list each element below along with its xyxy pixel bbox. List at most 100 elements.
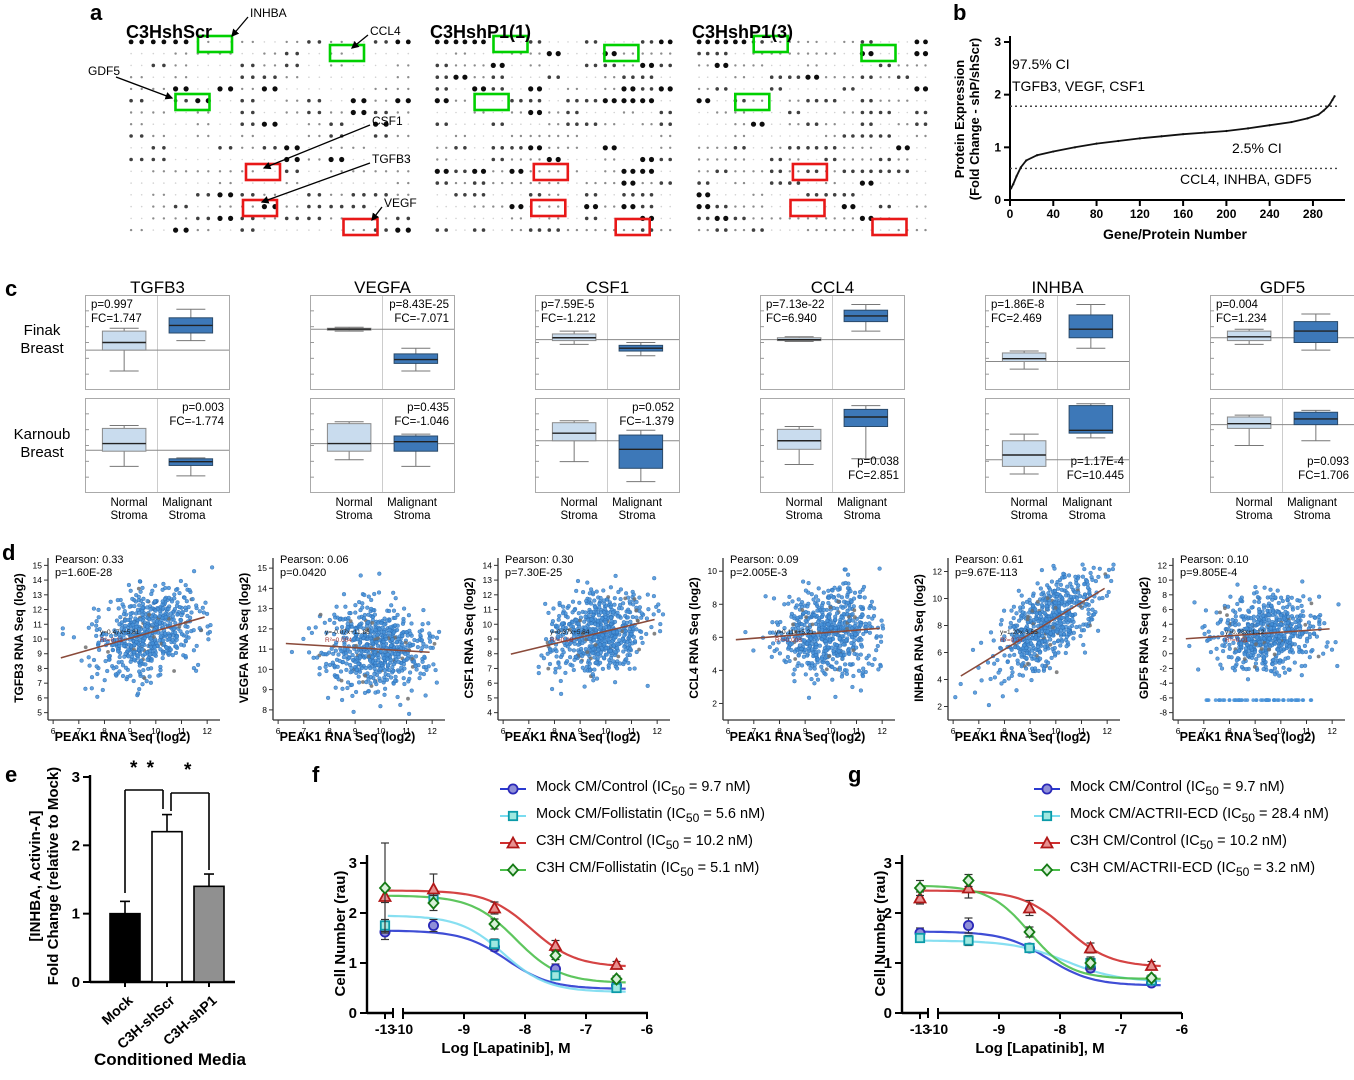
curve-c3h-cm-control — [387, 889, 626, 968]
curve-c3h-cm-actrii-ecd — [922, 884, 1161, 980]
svg-text:6: 6 — [487, 678, 492, 688]
x-category-label: Normal Stroma — [785, 497, 823, 522]
blot-annotation-label-inhba: INHBA — [250, 6, 287, 20]
boxplot-tgfb3-karnoub — [85, 398, 230, 493]
boxplot-tgfb3-finak — [85, 295, 230, 390]
blot-annotation-label-csf1: CSF1 — [372, 114, 403, 128]
svg-text:y=0.47x+5.81: y=0.47x+5.81 — [100, 629, 140, 636]
svg-text:10: 10 — [483, 619, 493, 629]
svg-text:120: 120 — [1130, 207, 1150, 221]
panel-e-y-axis-label: [INHBA, Activin-A] Fold Change (relative… — [27, 766, 62, 986]
panel-label-d: d — [2, 540, 16, 565]
blot-title-shp1-1: C3HshP1(1) — [430, 22, 532, 42]
stat-csf1-karnoub: p=0.052 FC=-1.379 — [619, 402, 674, 428]
scatter-x-axis-label: PEAK1 RNA Seq (log2) — [279, 730, 416, 744]
target-box-ccl4 — [603, 43, 640, 63]
svg-text:R²=0.11: R²=0.11 — [100, 637, 123, 644]
panel-label-c: c — [5, 276, 18, 301]
curve-mock-cm-control — [387, 929, 626, 990]
svg-text:9: 9 — [353, 726, 358, 736]
svg-text:R²=0.09: R²=0.09 — [550, 637, 574, 644]
fit-line — [960, 587, 1106, 677]
pearson-label: Pearson: 0.33 p=1.60E-28 — [55, 554, 124, 579]
svg-text:4: 4 — [487, 708, 492, 718]
svg-text:280: 280 — [1303, 207, 1323, 221]
svg-text:11: 11 — [402, 726, 411, 736]
dot-blot-arrays — [115, 16, 929, 237]
boxplot-gdf5-karnoub — [1210, 398, 1354, 493]
x-category-label: Normal Stroma — [110, 497, 148, 522]
svg-text:9: 9 — [803, 726, 808, 736]
scatter-x-axis-label: PEAK1 RNA Seq (log2) — [54, 730, 191, 744]
scatter-points — [289, 571, 442, 716]
legend-label: C3H CM/Control (IC50 = 10.2 nM) — [1070, 833, 1287, 852]
svg-text:240: 240 — [1260, 207, 1280, 221]
panel-label-f: f — [312, 762, 320, 787]
svg-text:10: 10 — [151, 726, 161, 736]
scatter-y-axis-label: GDF5 RNA Seq (log2) — [1137, 576, 1151, 700]
blot-annotation-label-vegf: VEGF — [384, 196, 417, 210]
panel-b-y-axis-label: Protein Expression (Fold Change - shP/sh… — [952, 37, 982, 201]
svg-text:y=0.11x+5.21: y=0.11x+5.21 — [775, 629, 814, 636]
svg-text:6: 6 — [501, 726, 506, 736]
boxplot-vegfa-karnoub — [310, 398, 455, 493]
pearson-label: Pearson: 0.10 p=9.805E-4 — [1180, 554, 1249, 579]
svg-text:11: 11 — [258, 644, 267, 654]
svg-text:2: 2 — [712, 698, 717, 708]
svg-text:6: 6 — [276, 726, 281, 736]
row-label-finak: Finak Breast — [20, 322, 64, 357]
svg-text:7: 7 — [76, 726, 81, 736]
scatter-points — [743, 566, 886, 700]
x-category-label: Malignant Stroma — [1287, 497, 1337, 522]
legend-item: C3H CM/ACTRII-ECD (IC50 = 3.2 nM) — [1032, 856, 1329, 883]
panel-f-y-axis-label: Cell Number (rau) — [332, 870, 349, 997]
svg-text:6: 6 — [726, 726, 731, 736]
panel-label-e: e — [5, 762, 18, 787]
fold-change-curve — [1010, 95, 1336, 189]
annotation-arrow-csf1 — [262, 124, 371, 170]
blot-annotation-label-tgfb3: TGFB3 — [372, 152, 411, 166]
boxplot-csf1-karnoub — [535, 398, 680, 493]
svg-text:11: 11 — [1077, 726, 1086, 736]
svg-text:12: 12 — [33, 605, 43, 615]
stat-tgfb3-finak: p=0.997 FC=1.747 — [91, 299, 142, 325]
series-mock-cm-follistatin — [379, 892, 622, 994]
ci-high-genes: TGFB3, VEGF, CSF1 — [1012, 78, 1146, 94]
target-box-tgfb3 — [789, 198, 826, 218]
svg-text:4: 4 — [712, 665, 717, 675]
svg-text:10: 10 — [1051, 726, 1061, 736]
legend-label: C3H CM/ACTRII-ECD (IC50 = 3.2 nM) — [1070, 860, 1316, 879]
svg-text:9: 9 — [1028, 726, 1033, 736]
fit-line — [1185, 628, 1330, 640]
pearson-label: Pearson: 0.61 p=9.67E-113 — [955, 554, 1024, 579]
legend-label: Mock CM/Control (IC50 = 9.7 nM) — [536, 779, 751, 798]
annotation-arrow-inhba — [231, 16, 249, 37]
curve-c3h-cm-control — [922, 889, 1161, 968]
svg-text:7: 7 — [526, 726, 531, 736]
svg-text:8: 8 — [327, 726, 332, 736]
curve-mock-cm-control — [922, 930, 1161, 987]
fit-line — [510, 618, 655, 655]
stat-ccl4-finak: p=7.13e-22 FC=6.940 — [766, 299, 825, 325]
pearson-label: Pearson: 0.06 p=0.0420 — [280, 554, 349, 579]
curve-mock-cm-follistatin — [387, 914, 626, 993]
dot-blot-1 — [434, 34, 673, 237]
blot-title-shscr: C3HshScr — [126, 22, 213, 42]
svg-text:160: 160 — [1173, 207, 1193, 221]
scatter-x-axis-label: PEAK1 RNA Seq (log2) — [954, 730, 1091, 744]
blot-title-shp1-3: C3HshP1(3) — [692, 22, 794, 42]
panel-label-g: g — [848, 762, 862, 787]
panel-g-legend: Mock CM/Control (IC50 = 9.7 nM) Mock CM/A… — [1032, 775, 1329, 883]
stat-gdf5-karnoub: p=0.093 FC=1.706 — [1298, 456, 1349, 482]
svg-text:y=0.37x+5.84: y=0.37x+5.84 — [550, 629, 590, 636]
svg-text:15: 15 — [258, 563, 268, 573]
svg-text:6: 6 — [937, 648, 942, 658]
boxplot-vegfa-finak — [310, 295, 455, 390]
svg-text:14: 14 — [258, 583, 268, 593]
svg-text:0: 0 — [994, 193, 1001, 207]
svg-text:8: 8 — [1002, 726, 1007, 736]
annotation-arrow-ccl4 — [350, 34, 369, 49]
fit-line — [285, 642, 430, 654]
curve-c3h-cm-follistatin — [387, 894, 626, 984]
